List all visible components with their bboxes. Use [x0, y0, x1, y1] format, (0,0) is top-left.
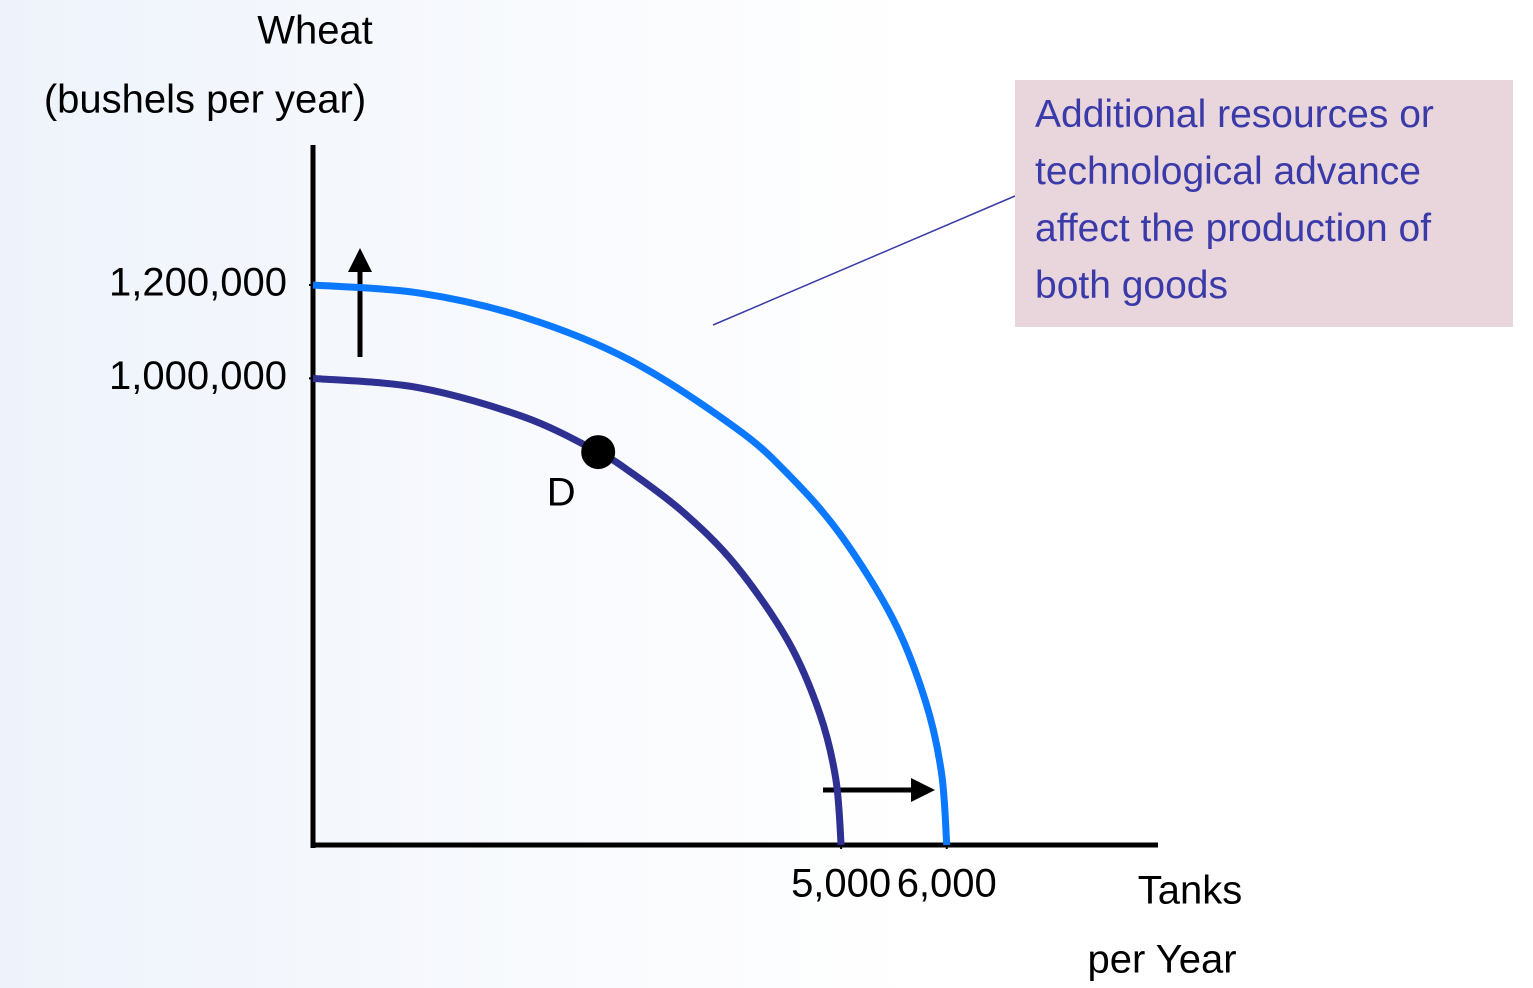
up-arrow [348, 248, 372, 357]
y-axis-label: Wheat [257, 9, 373, 53]
y-tick-label: 1,200,000 [109, 261, 287, 305]
point [581, 435, 616, 470]
x-axis-label: per Year [1087, 938, 1236, 982]
x-axis-label: Tanks [1138, 869, 1243, 913]
annotation: Additional resources or technological ad… [1015, 80, 1513, 327]
curve [312, 374, 845, 846]
point-label: D [547, 471, 576, 515]
y-tick-label: 1,000,000 [109, 354, 287, 398]
x-tick-label: 5,000 [791, 862, 891, 906]
x-tick-label: 6,000 [897, 862, 997, 906]
curve [312, 281, 951, 846]
y-axis-label: (bushels per year) [44, 78, 366, 122]
leader-line [712, 195, 1016, 326]
